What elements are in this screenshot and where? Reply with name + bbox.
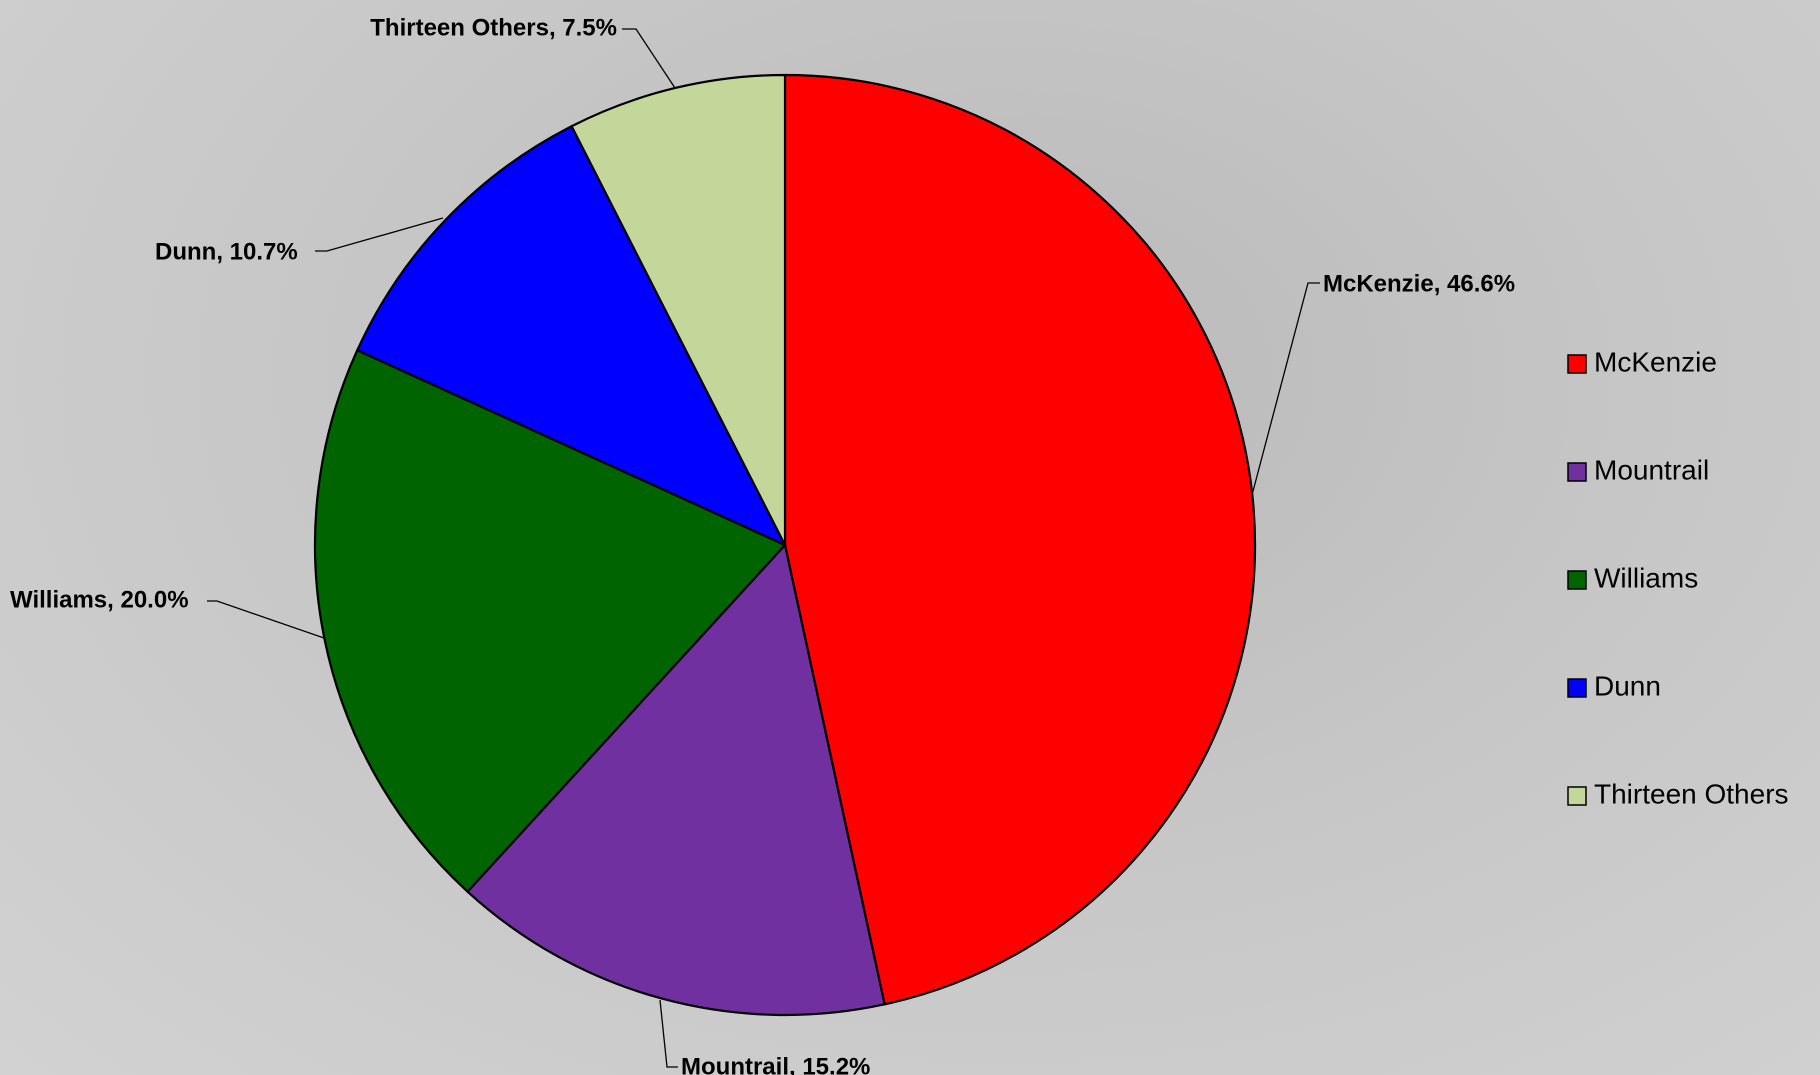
legend-swatch [1567, 462, 1587, 482]
leader-line [659, 999, 678, 1068]
legend-label: Thirteen Others [1594, 778, 1789, 809]
data-label: McKenzie, 46.6% [1323, 270, 1515, 297]
leader-lines [207, 28, 1320, 1068]
legend-label: Dunn [1594, 670, 1661, 701]
data-label: Mountrail, 15.2% [681, 1053, 870, 1075]
legend-label: Williams [1594, 562, 1698, 593]
legend-swatch [1567, 678, 1587, 698]
data-labels: McKenzie, 46.6% Mountrail, 15.2% Williams,… [10, 14, 1515, 1075]
legend: McKenzie Mountrail Williams Dunn Thirteen Ot… [1567, 346, 1789, 809]
leader-line [207, 600, 325, 639]
pie-slice-mountrail [466, 543, 886, 1017]
legend-swatch [1567, 786, 1587, 806]
pie-slice-thirteen-others [570, 73, 787, 547]
legend-swatch [1567, 570, 1587, 590]
pie-slice-dunn [356, 125, 787, 547]
pie-slice-williams [313, 349, 787, 893]
leader-line [622, 28, 676, 89]
leader-line [1251, 282, 1320, 496]
data-label: Williams, 20.0% [10, 586, 189, 613]
legend-swatch [1567, 354, 1587, 374]
data-label: Thirteen Others, 7.5% [370, 14, 617, 41]
leader-line [315, 217, 444, 252]
data-label: Dunn, 10.7% [155, 238, 298, 265]
legend-label: Mountrail [1594, 454, 1709, 485]
legend-label: McKenzie [1594, 346, 1717, 377]
pie-slices [313, 73, 1257, 1017]
